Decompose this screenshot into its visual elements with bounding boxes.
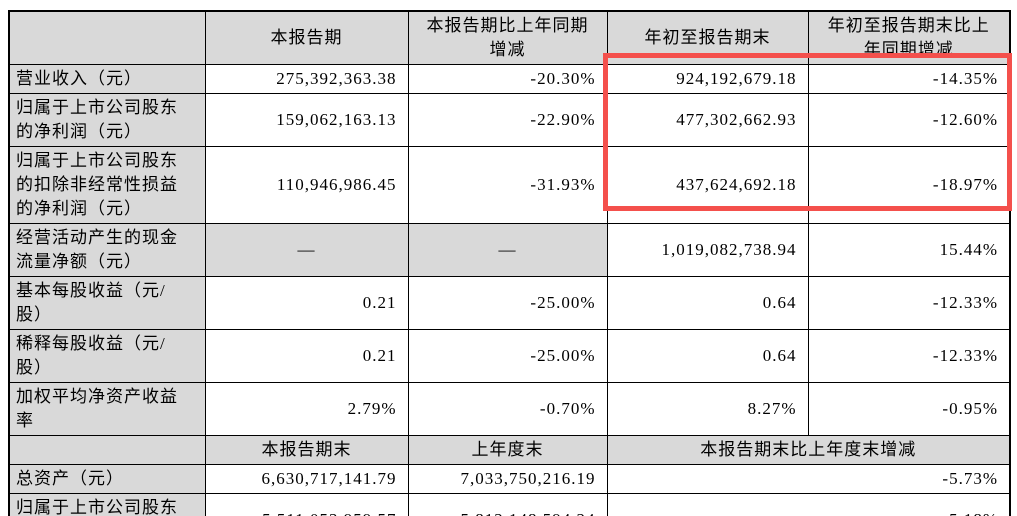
cell-current-period-yoy: -31.93% (407, 146, 608, 224)
cell-year-to-date: 0.64 (606, 276, 809, 330)
header2-period-end-change: 本报告期末比上年度末增减 (606, 435, 1011, 465)
cell-year-to-date: 1,019,082,738.94 (606, 223, 809, 277)
header2-corner-cell (8, 435, 206, 465)
header-current-period: 本报告期 (204, 10, 409, 65)
cell-period-end: 5,511,053,959.57 (204, 493, 409, 516)
header2-period-end: 本报告期末 (204, 435, 409, 465)
cell-current-period: 2.79% (204, 382, 409, 436)
cell-current-period-yoy: -22.90% (407, 93, 608, 147)
cell-year-to-date-yoy: -12.33% (807, 276, 1011, 330)
header-year-to-date-yoy: 年初至报告期末比上年同期增减 (807, 10, 1011, 65)
row-label: 总资产（元） (8, 464, 206, 494)
table-row-weighted-avg-roe: 加权平均净资产收益率 2.79% -0.70% 8.27% -0.95% (8, 382, 1011, 436)
cell-year-to-date-yoy: -12.33% (807, 329, 1011, 383)
header2-prior-year-end: 上年度末 (407, 435, 608, 465)
cell-current-period-dash: — (204, 223, 409, 277)
row-label: 基本每股收益（元/股） (8, 276, 206, 330)
header-current-period-yoy: 本报告期比上年同期增减 (407, 10, 608, 65)
cell-year-to-date-yoy: -14.35% (807, 64, 1011, 94)
cell-current-period: 0.21 (204, 329, 409, 383)
cell-period-end: 6,630,717,141.79 (204, 464, 409, 494)
table-header-row-1: 本报告期 本报告期比上年同期增减 年初至报告期末 年初至报告期末比上年同期增减 (8, 10, 1011, 65)
cell-period-end-change: -5.18% (606, 493, 1011, 516)
row-label: 加权平均净资产收益率 (8, 382, 206, 436)
table-row-diluted-eps: 稀释每股收益（元/股） 0.21 -25.00% 0.64 -12.33% (8, 329, 1011, 383)
cell-current-period: 275,392,363.38 (204, 64, 409, 94)
row-label: 归属于上市公司股东的扣除非经常性损益的净利润（元） (8, 146, 206, 224)
cell-current-period: 110,946,986.45 (204, 146, 409, 224)
cell-year-to-date: 477,302,662.93 (606, 93, 809, 147)
table-header-row-2: 本报告期末 上年度末 本报告期末比上年度末增减 (8, 435, 1011, 465)
cell-year-to-date-yoy: 15.44% (807, 223, 1011, 277)
cell-current-period-yoy-dash: — (407, 223, 608, 277)
table-row-total-assets: 总资产（元） 6,630,717,141.79 7,033,750,216.19… (8, 464, 1011, 494)
row-label: 稀释每股收益（元/股） (8, 329, 206, 383)
cell-year-to-date: 437,624,692.18 (606, 146, 809, 224)
cell-year-to-date-yoy: -18.97% (807, 146, 1011, 224)
cell-current-period-yoy: -25.00% (407, 276, 608, 330)
table-row-net-profit-excl-nonrecurring: 归属于上市公司股东的扣除非经常性损益的净利润（元） 110,946,986.45… (8, 146, 1011, 224)
row-label: 经营活动产生的现金流量净额（元） (8, 223, 206, 277)
row-label: 归属于上市公司股东的所有者权益（元） (8, 493, 206, 516)
cell-prior-year-end: 7,033,750,216.19 (407, 464, 608, 494)
cell-year-to-date-yoy: -12.60% (807, 93, 1011, 147)
cell-current-period: 159,062,163.13 (204, 93, 409, 147)
cell-year-to-date: 924,192,679.18 (606, 64, 809, 94)
cell-year-to-date-yoy: -0.95% (807, 382, 1011, 436)
table-row-operating-revenue: 营业收入（元） 275,392,363.38 -20.30% 924,192,6… (8, 64, 1011, 94)
row-label: 归属于上市公司股东的净利润（元） (8, 93, 206, 147)
table-row-operating-cash-flow: 经营活动产生的现金流量净额（元） — — 1,019,082,738.94 15… (8, 223, 1011, 277)
cell-period-end-change: -5.73% (606, 464, 1011, 494)
cell-year-to-date: 8.27% (606, 382, 809, 436)
row-label: 营业收入（元） (8, 64, 206, 94)
header-corner-cell (8, 10, 206, 65)
cell-year-to-date: 0.64 (606, 329, 809, 383)
header-year-to-date: 年初至报告期末 (606, 10, 809, 65)
financial-summary-table: 本报告期 本报告期比上年同期增减 年初至报告期末 年初至报告期末比上年同期增减 … (8, 10, 1011, 516)
table-row-basic-eps: 基本每股收益（元/股） 0.21 -25.00% 0.64 -12.33% (8, 276, 1011, 330)
table-row-owners-equity: 归属于上市公司股东的所有者权益（元） 5,511,053,959.57 5,81… (8, 493, 1011, 516)
cell-current-period: 0.21 (204, 276, 409, 330)
cell-current-period-yoy: -20.30% (407, 64, 608, 94)
cell-current-period-yoy: -25.00% (407, 329, 608, 383)
table-row-net-profit: 归属于上市公司股东的净利润（元） 159,062,163.13 -22.90% … (8, 93, 1011, 147)
cell-prior-year-end: 5,812,148,594.24 (407, 493, 608, 516)
cell-current-period-yoy: -0.70% (407, 382, 608, 436)
